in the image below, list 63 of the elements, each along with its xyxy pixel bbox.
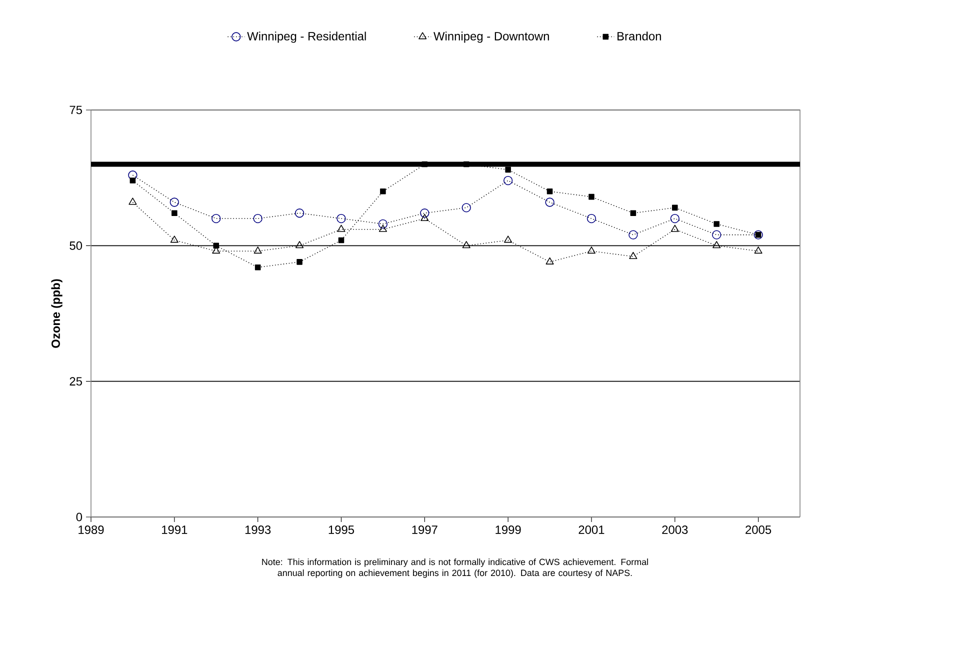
legend-label: Winnipeg - Residential — [247, 32, 366, 43]
y-tick-label: 0 — [76, 512, 82, 522]
point — [545, 198, 554, 207]
point — [505, 166, 511, 173]
point — [629, 252, 638, 260]
x-tick-label: 2001 — [578, 526, 604, 534]
y-tick-label: 25 — [70, 377, 82, 386]
point — [714, 221, 720, 227]
point — [128, 170, 138, 180]
point — [546, 188, 553, 194]
x-tick-label: 1995 — [328, 526, 354, 534]
point — [213, 242, 220, 249]
point — [422, 161, 428, 168]
point — [672, 204, 678, 211]
x-tick-label: 1997 — [412, 526, 438, 534]
x-tick-label: 1989 — [78, 526, 104, 534]
point — [670, 224, 679, 232]
point — [296, 259, 302, 265]
point — [294, 208, 304, 218]
point — [128, 198, 137, 205]
legend-label: Brandon — [618, 32, 661, 40]
y-tick-label: 50 — [70, 241, 82, 250]
point — [462, 241, 470, 248]
point — [546, 257, 554, 264]
text: Note: This information is preliminary and is not formally indicative of CWS achievement. Formal annual reporting on achievement begins in 2011 (for 2010). Data are courtesy of NAPS. — [262, 558, 648, 578]
point — [588, 194, 594, 200]
point — [586, 214, 596, 224]
point — [463, 161, 470, 168]
point — [378, 224, 387, 232]
point — [338, 237, 344, 244]
legend-label: Winnipeg - Downtown — [434, 32, 549, 43]
point — [380, 188, 386, 194]
point — [253, 214, 262, 224]
point — [130, 178, 136, 184]
point — [630, 210, 636, 216]
y-tick-label: 75 — [70, 106, 82, 114]
point — [754, 246, 762, 254]
point — [420, 208, 430, 218]
point — [504, 236, 512, 243]
point — [712, 241, 721, 248]
point — [254, 264, 261, 270]
x-tick-label: 1999 — [496, 526, 521, 534]
point — [670, 214, 680, 224]
point — [296, 241, 304, 248]
point — [170, 236, 178, 243]
point — [170, 198, 179, 207]
point — [503, 176, 513, 186]
point — [378, 219, 388, 229]
point — [336, 214, 346, 224]
x-tick-label: 1993 — [245, 526, 271, 534]
x-tick-label: 2005 — [746, 526, 772, 534]
point — [337, 224, 346, 232]
point — [628, 230, 638, 240]
point — [254, 246, 262, 254]
point — [212, 214, 221, 224]
y-axis-title: Ozone (ppb) — [51, 279, 62, 348]
point — [420, 214, 429, 222]
point — [172, 210, 178, 216]
point — [462, 203, 471, 212]
point — [712, 230, 722, 240]
x-tick-label: 1991 — [162, 526, 188, 534]
x-tick-label: 2003 — [662, 526, 688, 534]
point — [587, 246, 596, 254]
